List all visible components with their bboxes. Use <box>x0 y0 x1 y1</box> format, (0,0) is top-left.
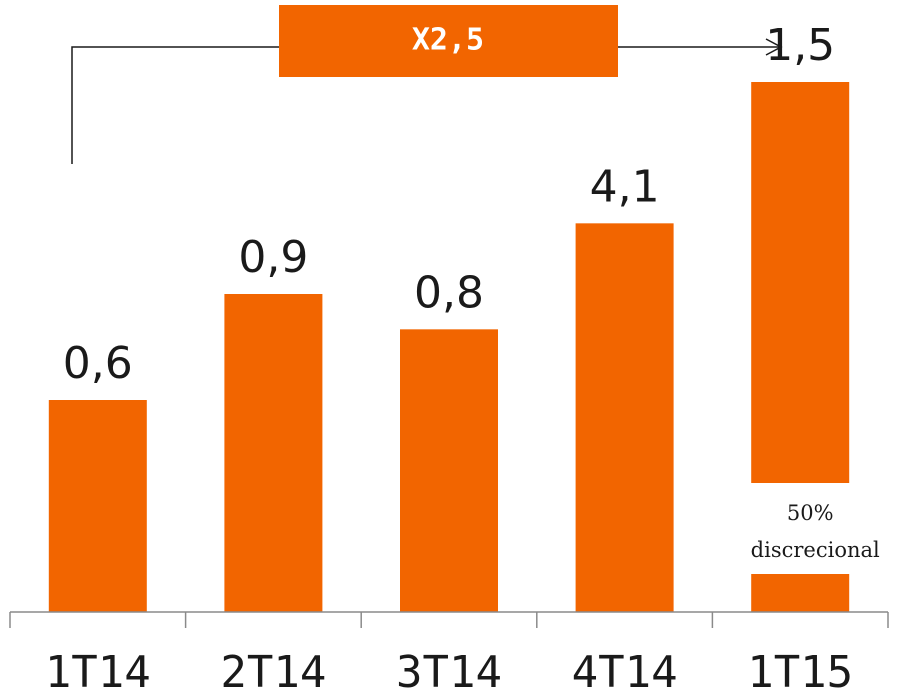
value-labels-group: 0,6 0,9 0,8 4,1 1,5 <box>63 20 835 389</box>
category-label-1t15: 1T15 <box>747 647 853 692</box>
annotation-text: discrecional <box>751 538 880 562</box>
value-label-3t14: 0,8 <box>414 267 484 318</box>
bar-1t14 <box>48 400 147 612</box>
category-label-3t14: 3T14 <box>396 647 502 692</box>
arrowhead-icon <box>765 38 783 56</box>
category-labels-group: 1T14 2T14 3T14 4T14 1T15 <box>45 647 853 692</box>
bar-3t14 <box>400 329 498 612</box>
value-label-1t15: 1,5 <box>765 20 835 71</box>
bar-2t14 <box>224 294 323 612</box>
bars-group <box>48 82 850 613</box>
growth-badge <box>279 5 618 77</box>
category-label-1t14: 1T14 <box>45 647 151 692</box>
value-label-4t14: 4,1 <box>590 161 660 212</box>
x-axis <box>9 611 889 628</box>
category-label-4t14: 4T14 <box>572 647 678 692</box>
value-label-1t14: 0,6 <box>63 338 133 389</box>
annotation-percent: 50% <box>787 501 834 525</box>
bar-4t14 <box>575 223 674 613</box>
value-label-2t14: 0,9 <box>238 232 308 283</box>
growth-label: X2,5 <box>412 23 484 58</box>
annotation-gap <box>750 483 851 574</box>
category-label-2t14: 2T14 <box>220 647 326 692</box>
